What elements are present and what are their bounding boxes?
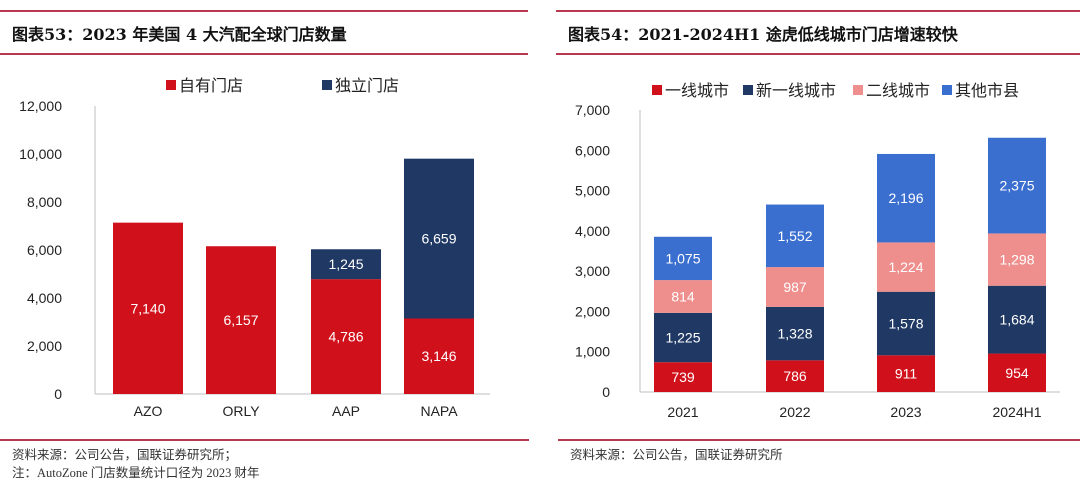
right-bar-2023-2 [877,242,935,292]
left-bar-AAP-0 [311,279,381,394]
right-y-tick-label: 4,000 [575,223,610,239]
right-x-tick-label: 2024H1 [992,404,1041,420]
right-y-tick-label: 0 [602,384,610,400]
left-y-tick-label: 2,000 [27,338,62,354]
right-bar-2023-1 [877,291,935,356]
right-y-tick-label: 2,000 [575,303,610,319]
right-bar-2021-2 [654,280,712,313]
left-y-tick-label: 4,000 [27,290,62,306]
right-y-tick-label: 5,000 [575,183,610,199]
left-x-tick-label: AZO [134,403,163,419]
left-data-label: 1,245 [328,256,363,272]
title-rule-top-left [0,10,528,12]
right-legend-label: 二线城市 [866,82,930,100]
right-bar-2022-3 [766,204,824,268]
right-y-tick-label: 6,000 [575,142,610,158]
right-bar-2024H1-3 [988,137,1046,234]
right-bar-2022-2 [766,267,824,307]
left-legend-label: 独立门店 [335,77,399,95]
left-bar-AZO-0 [113,222,183,394]
right-data-label: 2,375 [999,178,1034,194]
left-y-tick-label: 8,000 [27,194,62,210]
left-legend-swatch-1 [322,80,332,90]
left-data-label: 6,157 [223,312,258,328]
left-bar-AAP-1 [311,249,381,280]
right-data-label: 1,578 [888,316,923,332]
left-y-tick-label: 12,000 [19,98,62,114]
right-y-tick-label: 3,000 [575,263,610,279]
right-x-tick-label: 2021 [667,404,698,420]
left-data-label: 7,140 [130,300,165,316]
right-data-label: 911 [895,366,918,382]
right-data-label: 739 [671,369,695,385]
right-chart-title: 图表54：2021-2024H1 途虎低线城市门店增速较快 [568,25,958,44]
left-legend-swatch-0 [166,80,176,90]
right-bar-2023-3 [877,153,935,243]
left-legend-label: 自有门店 [179,77,243,95]
title-rule-top-right [556,10,1080,12]
footer-rule-left [0,439,529,441]
right-data-label: 786 [783,368,807,384]
right-bar-2022-0 [766,360,824,392]
right-bar-2024H1-1 [988,285,1046,354]
left-y-tick-label: 10,000 [19,146,62,162]
right-data-label: 1,684 [999,312,1034,328]
right-legend-label: 其他市县 [955,82,1019,100]
footer-rule-right [558,439,1080,441]
right-data-label: 1,225 [665,330,700,346]
left-x-tick-label: AAP [332,403,360,419]
left-data-label: 3,146 [421,348,456,364]
left-y-tick-label: 0 [54,386,62,402]
right-x-tick-label: 2023 [890,404,921,420]
right-bar-2021-0 [654,362,712,392]
left-bar-NAPA-0 [404,318,474,394]
right-bar-2021-3 [654,236,712,281]
right-data-label: 1,224 [888,259,923,275]
left-bar-NAPA-1 [404,158,474,319]
right-data-label: 954 [1005,365,1029,381]
left-source: 资料来源：公司公告，国联证券研究所； [12,448,238,462]
right-legend-swatch-1 [743,85,753,95]
left-x-tick-label: ORLY [222,403,260,419]
right-x-tick-label: 2022 [779,404,810,420]
left-y-tick-label: 6,000 [27,242,62,258]
title-rule-bottom-left [0,53,528,55]
right-legend-label: 一线城市 [665,82,729,100]
right-data-label: 814 [671,288,695,304]
right-bar-2024H1-2 [988,233,1046,286]
right-data-label: 1,328 [777,326,812,342]
right-bar-2021-1 [654,312,712,363]
right-legend-swatch-0 [652,85,662,95]
right-data-label: 2,196 [888,190,923,206]
right-data-label: 1,075 [665,250,700,266]
left-bar-ORLY-0 [206,246,276,394]
right-legend-swatch-2 [853,85,863,95]
right-y-tick-label: 7,000 [575,102,610,118]
right-data-label: 1,552 [777,228,812,244]
right-y-tick-label: 1,000 [575,344,610,360]
right-source: 资料来源：公司公告，国联证券研究所 [570,448,783,462]
right-bar-2024H1-0 [988,353,1046,392]
left-x-tick-label: NAPA [420,403,458,419]
left-chart-title: 图表53：2023 年美国 4 大汽配全球门店数量 [12,25,347,44]
right-bar-2023-0 [877,355,935,392]
title-rule-bottom-right [556,53,1080,55]
right-data-label: 987 [783,279,807,295]
left-note: 注：AutoZone 门店数量统计口径为 2023 财年 [12,466,260,480]
left-data-label: 4,786 [328,329,363,345]
right-data-label: 1,298 [999,252,1034,268]
right-legend-swatch-3 [942,85,952,95]
right-legend-label: 新一线城市 [756,82,836,100]
right-bar-2022-1 [766,306,824,361]
left-data-label: 6,659 [421,231,456,247]
